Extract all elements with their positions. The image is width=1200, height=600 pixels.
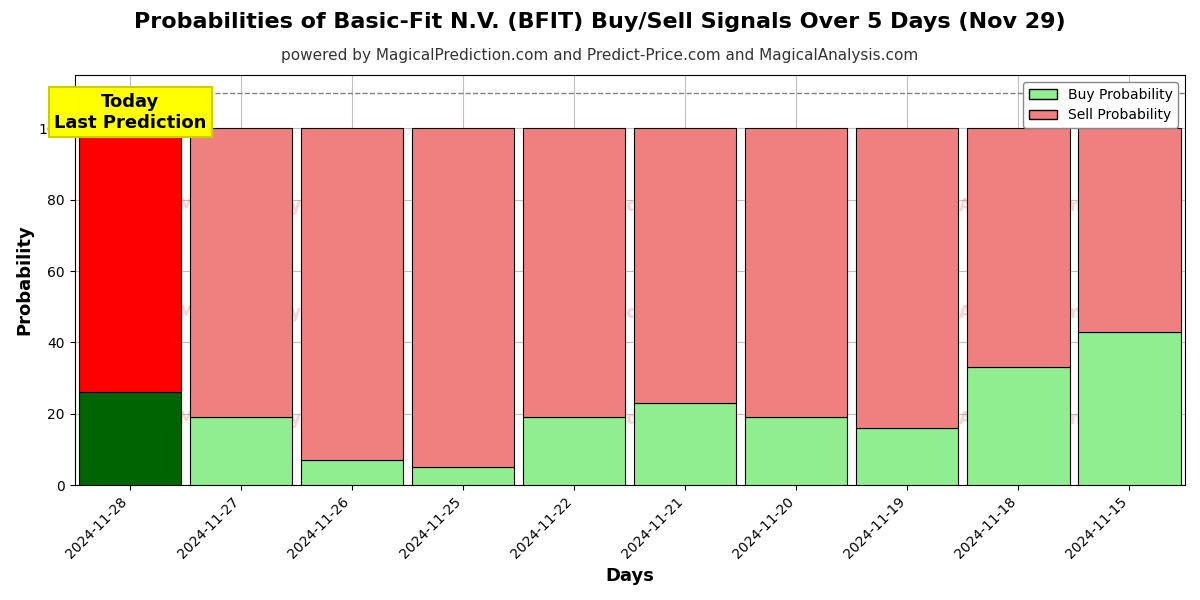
Text: MagicalAnalysis.com: MagicalAnalysis.com (178, 304, 372, 322)
Bar (745, 418, 847, 485)
Bar (79, 128, 181, 392)
Bar (857, 428, 959, 485)
Bar (857, 128, 959, 428)
Bar (412, 128, 515, 467)
Text: MagicalPrediction.com: MagicalPrediction.com (523, 410, 737, 428)
Text: Today
Last Prediction: Today Last Prediction (54, 93, 206, 131)
Legend: Buy Probability, Sell Probability: Buy Probability, Sell Probability (1024, 82, 1178, 128)
Bar (301, 460, 403, 485)
Bar (412, 467, 515, 485)
Bar (635, 128, 737, 403)
Bar (190, 418, 293, 485)
Text: MagicalAnalysis.com: MagicalAnalysis.com (178, 197, 372, 215)
Bar (1079, 128, 1181, 332)
X-axis label: Days: Days (605, 567, 654, 585)
Text: MagicalAnalysis.com: MagicalAnalysis.com (178, 410, 372, 428)
Text: MagicalPrediction.com: MagicalPrediction.com (523, 304, 737, 322)
Bar (745, 128, 847, 418)
Bar (1079, 332, 1181, 485)
Bar (523, 128, 625, 418)
Text: powered by MagicalPrediction.com and Predict-Price.com and MagicalAnalysis.com: powered by MagicalPrediction.com and Pre… (281, 48, 919, 63)
Bar (635, 403, 737, 485)
Bar (190, 128, 293, 418)
Text: MagicalAnalysis.com: MagicalAnalysis.com (888, 197, 1082, 215)
Bar (967, 367, 1069, 485)
Y-axis label: Probability: Probability (16, 224, 34, 335)
Bar (523, 418, 625, 485)
Bar (967, 128, 1069, 367)
Text: MagicalAnalysis.com: MagicalAnalysis.com (888, 304, 1082, 322)
Text: MagicalAnalysis.com: MagicalAnalysis.com (888, 410, 1082, 428)
Bar (79, 392, 181, 485)
Bar (301, 128, 403, 460)
Text: Probabilities of Basic-Fit N.V. (BFIT) Buy/Sell Signals Over 5 Days (Nov 29): Probabilities of Basic-Fit N.V. (BFIT) B… (134, 12, 1066, 32)
Text: MagicalPrediction.com: MagicalPrediction.com (523, 197, 737, 215)
